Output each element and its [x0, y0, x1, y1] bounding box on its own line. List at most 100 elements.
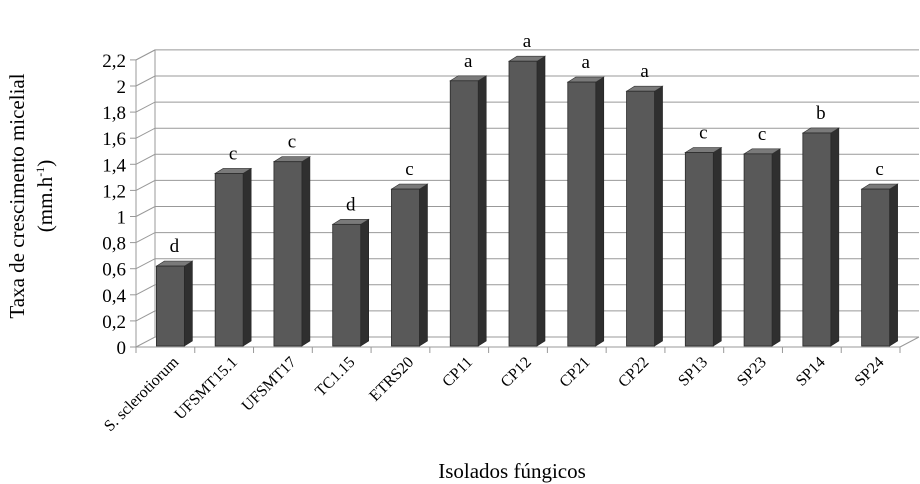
bar-front: [508, 60, 538, 347]
bar-side: [713, 147, 722, 347]
significance-letter: d: [346, 194, 356, 215]
significance-letter: c: [875, 159, 883, 180]
y-tick-label: 1,4: [102, 155, 126, 176]
bar-front: [861, 188, 891, 347]
bar: [743, 148, 782, 347]
bar-side: [889, 183, 898, 347]
significance-letter: c: [758, 124, 766, 145]
gridline: [135, 75, 919, 87]
bar-side: [595, 76, 605, 347]
gridline: [135, 232, 919, 244]
gridline: [135, 258, 919, 270]
significance-letter: c: [405, 159, 413, 180]
bar-side: [536, 55, 546, 347]
bar-side: [654, 85, 663, 347]
bar-front: [155, 265, 185, 347]
significance-letter: a: [464, 51, 473, 72]
y-axis-title: Taxa de crescimento micelial (mm.h-1): [5, 73, 57, 318]
x-category-label: TC1.15: [312, 354, 358, 400]
significance-letter: a: [523, 31, 532, 52]
gridline: [135, 179, 919, 191]
bar-side: [771, 148, 781, 347]
bar: [625, 85, 664, 347]
bar-side: [477, 75, 487, 347]
y-axis-title-line1: Taxa de crescimento micelial: [5, 73, 29, 318]
x-category-label: UFSMT17: [239, 354, 300, 415]
y-tick-label: 1,6: [102, 129, 126, 150]
x-category-label: SP14: [793, 354, 829, 390]
gridline: [135, 153, 919, 165]
significance-letter: b: [816, 103, 826, 124]
y-tick-label: 2,2: [102, 51, 126, 72]
significance-letter: d: [170, 236, 180, 257]
bar: [331, 218, 370, 347]
bar: [801, 127, 840, 347]
y-tick-label: 0: [117, 338, 127, 359]
y-axis-title-superscript: -1: [33, 167, 47, 177]
bar-front: [626, 90, 655, 347]
bar: [214, 167, 253, 347]
x-category-label: CP11: [439, 354, 476, 391]
x-category-label: SP23: [734, 354, 770, 390]
gridline: [135, 49, 919, 61]
gridline: [135, 336, 919, 348]
y-tick-label: 1: [117, 208, 127, 229]
chart-back-wall: [135, 49, 156, 347]
bars: [155, 55, 899, 347]
bar-front: [684, 152, 714, 347]
gridline: [135, 127, 919, 139]
bar-side: [184, 260, 193, 347]
x-category-label: UFSMT15.1: [171, 354, 241, 424]
y-tick-label: 0,8: [102, 234, 126, 255]
bar-front: [273, 161, 303, 347]
bar-front: [214, 173, 244, 347]
bar-front: [743, 153, 773, 347]
bar-side: [419, 183, 428, 347]
bar-front: [802, 132, 832, 347]
y-tick-label: 0,4: [102, 286, 126, 307]
significance-letter: a: [640, 61, 649, 82]
gridline: [135, 310, 919, 322]
bar-side: [830, 127, 840, 347]
x-category-label: CP22: [615, 354, 652, 391]
bar: [684, 147, 723, 347]
significance-letter: a: [582, 52, 591, 73]
y-tick-label: 0,6: [102, 260, 126, 281]
bar: [449, 75, 488, 347]
bar: [272, 156, 311, 347]
bar: [390, 183, 429, 347]
bar-front: [567, 81, 597, 347]
significance-letter: c: [229, 143, 237, 164]
bar-side: [360, 218, 369, 347]
gridline: [135, 206, 919, 217]
significance-letters: d c c d c a a a a c c b c: [170, 31, 884, 257]
y-tick-label: 2: [117, 77, 127, 98]
x-category-label: S. sclerotiorum: [101, 353, 183, 435]
gridline: [135, 101, 919, 113]
gridlines: [130, 49, 920, 353]
bar: [507, 55, 547, 347]
significance-letter: c: [699, 123, 707, 144]
bar: [155, 260, 194, 347]
left-wall-edge: [135, 49, 156, 347]
bar: [860, 183, 899, 347]
bar-side: [301, 156, 311, 347]
y-tick-label: 1,2: [102, 181, 126, 202]
y-tick-label: 0,2: [102, 312, 126, 333]
gridline: [135, 284, 919, 296]
x-category-label: SP13: [675, 354, 711, 390]
bar-side: [242, 167, 252, 347]
y-tick-labels: 0 0,2 0,4 0,6 0,8 1 1,2 1,4 1,6 1,8 2 2,2: [102, 51, 126, 359]
y-axis-title-line2: (mm.h-1): [33, 160, 57, 232]
x-category-label: CP12: [498, 354, 535, 391]
bar: [566, 76, 605, 347]
significance-letter: c: [288, 132, 296, 153]
floor-right-edge: [899, 336, 920, 348]
x-category-label: CP21: [556, 354, 593, 391]
x-category-label: ETRS20: [366, 354, 417, 405]
bar-front: [449, 80, 479, 347]
bar-front: [332, 223, 362, 347]
x-axis-title: Isolados fúngicos: [438, 459, 586, 483]
